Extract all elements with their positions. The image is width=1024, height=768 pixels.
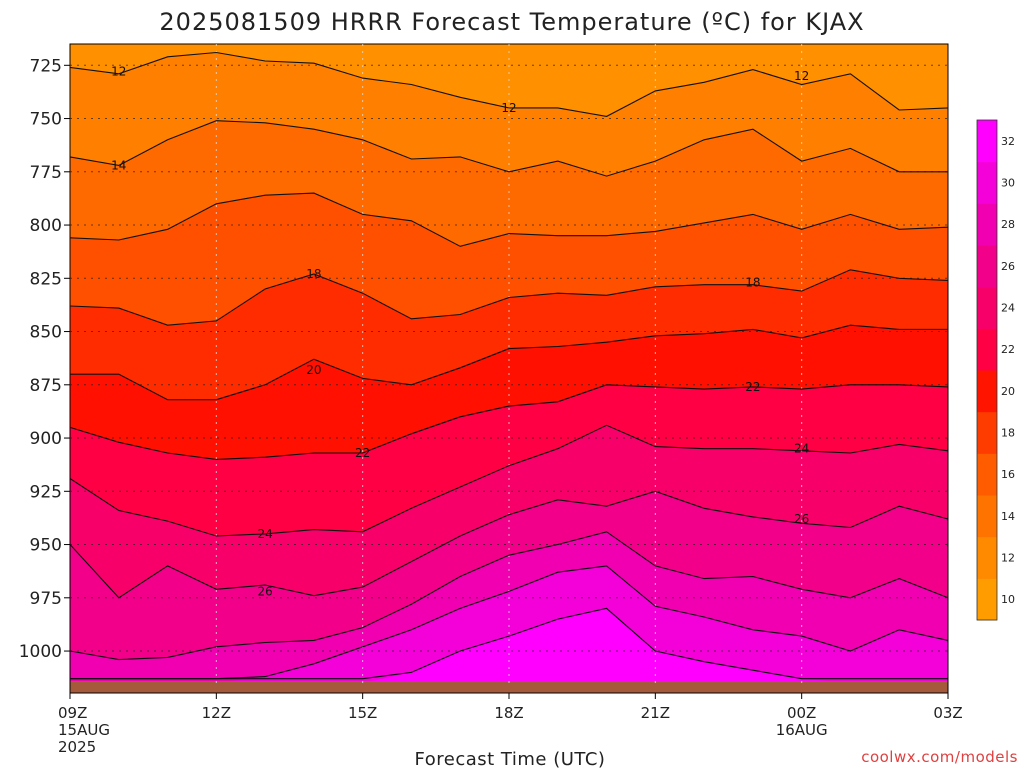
ground-surface — [70, 681, 948, 693]
colorbar-swatch — [977, 161, 997, 204]
x-tick-label: 12Z — [202, 704, 231, 722]
colorbar-label: 16 — [1001, 468, 1015, 481]
contour-label: 24 — [794, 442, 809, 456]
contour-label: 18 — [306, 267, 321, 281]
x-tick-label: 09Z — [58, 704, 87, 722]
colorbar-swatch — [977, 495, 997, 538]
chart-title: 2025081509 HRRR Forecast Temperature (ºC… — [159, 8, 864, 36]
plot-area — [69, 43, 949, 694]
colorbar-label: 20 — [1001, 385, 1015, 398]
y-axis-ticks: 725 750 775 800 825 850 875 900 925 950 975 1000 — [19, 56, 70, 662]
colorbar-swatch — [977, 203, 997, 246]
x-tick-label: 03Z — [933, 704, 962, 722]
y-tick-label: 825 — [30, 269, 62, 289]
credit-text: coolwx.com/models — [861, 748, 1018, 766]
y-tick-label: 900 — [30, 429, 62, 449]
contour-label: 22 — [355, 446, 370, 460]
x-tick-label: 2025 — [58, 738, 96, 756]
x-tick-label: 00Z — [787, 704, 816, 722]
colorbar-swatch — [977, 411, 997, 454]
colorbar-label: 12 — [1001, 552, 1015, 565]
y-tick-label: 925 — [30, 482, 62, 502]
contour-label: 24 — [257, 527, 272, 541]
isotherm-32 — [70, 607, 948, 680]
colorbar-swatch — [977, 453, 997, 496]
isotherm-12 — [69, 51, 949, 117]
y-tick-label: 750 — [30, 110, 62, 130]
contour-label: 26 — [794, 512, 809, 526]
y-tick-label: 1000 — [19, 642, 62, 662]
y-tick-label: 950 — [30, 536, 62, 556]
isotherm-14 — [69, 120, 948, 177]
colorbar-label: 28 — [1001, 218, 1015, 231]
isotherm-28 — [69, 531, 949, 661]
x-tick-label: 16AUG — [776, 721, 828, 739]
x-tick-label: 15Z — [348, 704, 377, 722]
colorbar-label: 32 — [1001, 135, 1015, 148]
colorbar-swatch — [977, 536, 997, 579]
x-axis-label: Forecast Time (UTC) — [415, 749, 606, 768]
contour-label: 14 — [111, 158, 126, 172]
y-tick-label: 800 — [30, 216, 62, 236]
colorbar-label: 30 — [1001, 177, 1015, 190]
colorbar-swatch — [977, 120, 997, 163]
contour-labels: 12 12 12 14 18 18 20 22 22 24 24 26 26 — [111, 65, 809, 599]
colorbar-label: 14 — [1001, 510, 1015, 523]
isotherm-22 — [69, 384, 949, 460]
contour-label: 12 — [501, 101, 516, 115]
contour-label: 22 — [745, 380, 760, 394]
isotherm-20 — [70, 324, 948, 401]
colorbar-swatch — [977, 286, 997, 329]
isotherm-16 — [69, 192, 949, 247]
contour-label: 26 — [257, 584, 272, 598]
grid-lines — [70, 44, 948, 683]
isotherm-18 — [69, 269, 949, 326]
colorbar-frame — [976, 119, 998, 621]
contour-label: 12 — [794, 69, 809, 83]
x-tick-label: 21Z — [641, 704, 670, 722]
y-tick-label: 875 — [30, 376, 62, 396]
isotherm-24 — [69, 424, 949, 537]
contour-label: 18 — [745, 276, 760, 290]
y-tick-label: 725 — [30, 56, 62, 76]
colorbar-label: 26 — [1001, 260, 1015, 273]
isotherm-26 — [69, 490, 949, 599]
contour-label: 20 — [306, 363, 321, 377]
x-tick-label: 15AUG — [58, 721, 110, 739]
y-tick-label: 775 — [30, 163, 62, 183]
contour-label: 12 — [111, 65, 126, 79]
y-tick-label: 975 — [30, 589, 62, 609]
colorbar-swatch — [977, 578, 997, 621]
colorbar-label: 22 — [1001, 343, 1015, 356]
y-tick-label: 850 — [30, 323, 62, 343]
x-tick-label: 18Z — [494, 704, 523, 722]
colorbar-swatch — [977, 370, 997, 413]
isotherm-lines — [69, 51, 949, 680]
colorbar-label: 18 — [1001, 427, 1015, 440]
colorbar-swatch — [977, 245, 997, 288]
colorbar-label: 24 — [1001, 302, 1015, 315]
colorbar-label: 10 — [1001, 593, 1015, 606]
colorbar-legend: 10 12 14 16 18 20 22 24 26 28 30 32 — [976, 119, 1015, 621]
colorbar-swatch — [977, 328, 997, 371]
